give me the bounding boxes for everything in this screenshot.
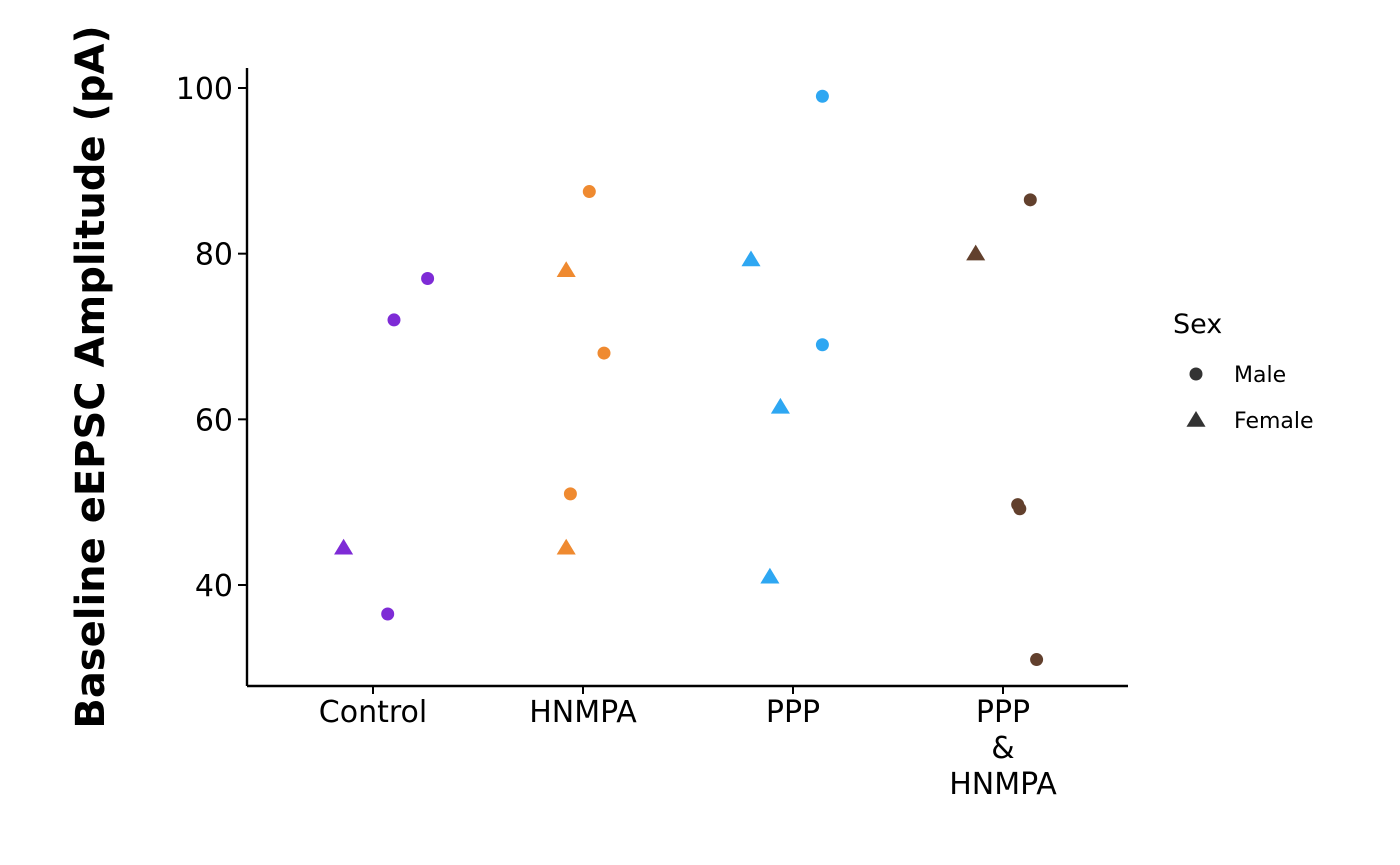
x-axis-ticks: Control HNMPA PPP PPP & HNMPA — [319, 686, 1057, 802]
y-axis-ticks: 40 60 80 100 — [176, 72, 247, 604]
legend-label-male: Male — [1234, 363, 1286, 388]
data-point — [381, 607, 395, 621]
data-point — [556, 261, 576, 277]
data-point — [770, 397, 790, 414]
y-tick-label: 40 — [195, 569, 233, 604]
data-point — [741, 250, 761, 267]
y-tick-label: 60 — [195, 403, 233, 438]
legend-symbol-female — [1186, 411, 1206, 427]
y-tick-label: 80 — [195, 238, 233, 273]
y-axis-title: Baseline eEPSC Amplitude (pA) — [68, 25, 114, 728]
x-tick-label: PPP — [766, 695, 820, 730]
axes — [245, 68, 1128, 688]
x-tick-label: Control — [319, 695, 427, 730]
data-point — [1013, 502, 1027, 516]
x-tick-label: PPP & HNMPA — [949, 695, 1057, 802]
data-point — [815, 338, 829, 352]
data-point — [582, 185, 596, 199]
data-point — [334, 538, 354, 555]
y-tick-label: 100 — [176, 72, 233, 107]
legend-label-female: Female — [1234, 409, 1314, 434]
data-point — [563, 487, 577, 501]
legend: Sex Male Female — [1173, 309, 1314, 434]
x-tick-label: HNMPA — [529, 695, 637, 730]
data-point — [815, 89, 829, 103]
data-point — [421, 272, 435, 286]
data-point — [387, 313, 401, 327]
legend-symbol-male — [1189, 367, 1203, 381]
data-points — [334, 89, 1044, 667]
y-axis-title-group: Baseline eEPSC Amplitude (pA) — [68, 25, 114, 728]
data-point — [1030, 653, 1044, 667]
data-point — [966, 244, 986, 261]
legend-title: Sex — [1173, 309, 1222, 340]
data-point — [597, 346, 611, 360]
data-point — [556, 538, 576, 555]
data-point — [760, 567, 780, 584]
data-point — [1023, 193, 1037, 207]
